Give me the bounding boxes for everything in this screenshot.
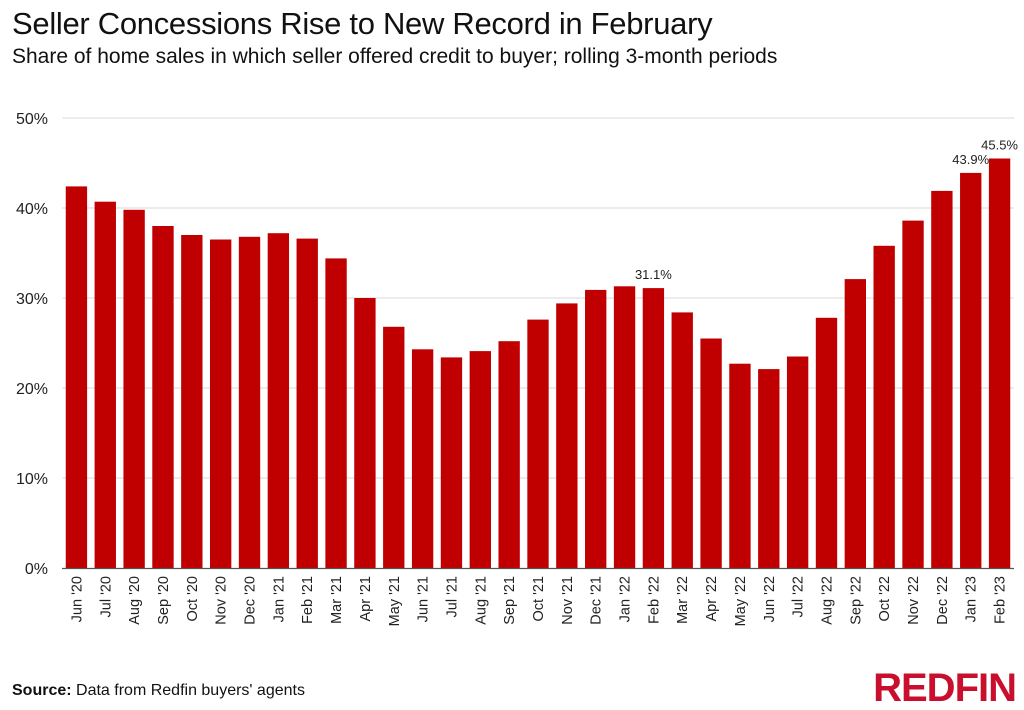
source-label: Source: (12, 682, 72, 699)
bar (383, 326, 405, 568)
bar (988, 158, 1011, 568)
x-tick-label: Oct '21 (531, 576, 547, 621)
y-tick-label: 40% (16, 201, 48, 218)
redfin-logo: REDFIN (873, 666, 1017, 710)
bar (238, 236, 261, 569)
data-labels: 31.1% 43.9%45.5% (635, 138, 1018, 283)
x-tick-label: Nov '21 (560, 576, 576, 625)
x-tick-label: Jun '21 (416, 576, 432, 622)
bar (671, 312, 693, 568)
x-tick-label: Jul '22 (791, 576, 807, 617)
bar (642, 288, 665, 568)
x-tick-label: Sep '22 (848, 576, 864, 625)
bar (873, 245, 895, 569)
x-tick-label: Sep '21 (502, 576, 518, 625)
x-tick-label: Feb '23 (993, 576, 1009, 624)
bar (181, 235, 203, 568)
bar (65, 186, 88, 568)
bar (123, 209, 145, 569)
x-tick-label: Mar '21 (329, 576, 345, 624)
bar (700, 338, 722, 568)
x-tick-label: Jun '20 (69, 576, 85, 622)
source-note: Source: Data from Redfin buyers' agents (12, 682, 305, 700)
x-tick-label: Oct '22 (877, 576, 893, 621)
x-tick-label: Oct '20 (185, 576, 201, 621)
bar (411, 349, 434, 568)
x-tick-label: Aug '21 (473, 576, 489, 625)
bar (585, 289, 607, 568)
bar (354, 298, 376, 568)
x-tick-label: Mar '22 (675, 576, 691, 624)
x-tick-label: Apr '22 (704, 576, 720, 622)
x-tick-label: Sep '20 (156, 576, 172, 625)
x-tick-label: Jan '21 (271, 576, 287, 622)
source-text: Data from Redfin buyers' agents (71, 682, 305, 699)
x-axis-ticks: Jun '20 Jul '20 Aug '20 Sep '20 Oct '20 Nov '… (69, 576, 1008, 626)
bar (902, 220, 924, 568)
bar (786, 356, 809, 568)
y-tick-label: 20% (16, 381, 48, 398)
data-label: 45.5% (981, 138, 1018, 153)
x-tick-label: Dec '20 (243, 576, 259, 625)
data-label: 43.9% (952, 152, 989, 167)
data-label: 31.1% (635, 267, 672, 282)
y-tick-label: 30% (16, 291, 48, 308)
bar (844, 279, 867, 568)
bar (325, 258, 347, 568)
chart-subtitle: Share of home sales in which seller offe… (12, 45, 778, 68)
bar (758, 369, 780, 568)
bar (498, 341, 520, 568)
bar (440, 357, 463, 568)
x-tick-label: May '21 (387, 576, 403, 626)
x-tick-label: Nov '22 (906, 576, 922, 625)
x-tick-label: Feb '21 (300, 576, 316, 624)
y-tick-label: 0% (25, 561, 48, 578)
bar (815, 317, 838, 568)
x-tick-label: Nov '20 (214, 576, 230, 625)
chart-title: Seller Concessions Rise to New Record in… (12, 6, 713, 41)
bar (267, 233, 290, 568)
bar (931, 190, 953, 568)
bar (556, 303, 578, 568)
bar (613, 286, 636, 568)
bar (152, 226, 174, 568)
x-tick-label: Apr '21 (358, 576, 374, 622)
bar (527, 319, 549, 568)
bar (729, 363, 751, 568)
y-axis-ticks: 0% 10% 20% 30% 40% 50% (16, 111, 48, 578)
x-tick-label: Jan '23 (964, 576, 980, 622)
x-tick-label: Dec '22 (935, 576, 951, 625)
bar (469, 351, 491, 568)
bar (209, 239, 232, 568)
x-tick-label: Jan '22 (618, 576, 634, 622)
bar (960, 172, 982, 568)
bars (65, 158, 1011, 569)
x-tick-label: Jun '22 (762, 576, 778, 622)
x-tick-label: May '22 (733, 576, 749, 626)
x-tick-label: Aug '20 (127, 576, 143, 625)
y-tick-label: 50% (16, 111, 48, 128)
x-tick-label: Aug '22 (819, 576, 835, 625)
bar (94, 201, 116, 568)
x-tick-label: Jul '20 (98, 576, 114, 617)
y-tick-label: 10% (16, 471, 48, 488)
x-tick-label: Jul '21 (444, 576, 460, 617)
x-tick-label: Dec '21 (589, 576, 605, 625)
x-tick-label: Feb '22 (646, 576, 662, 624)
bar (296, 238, 318, 568)
